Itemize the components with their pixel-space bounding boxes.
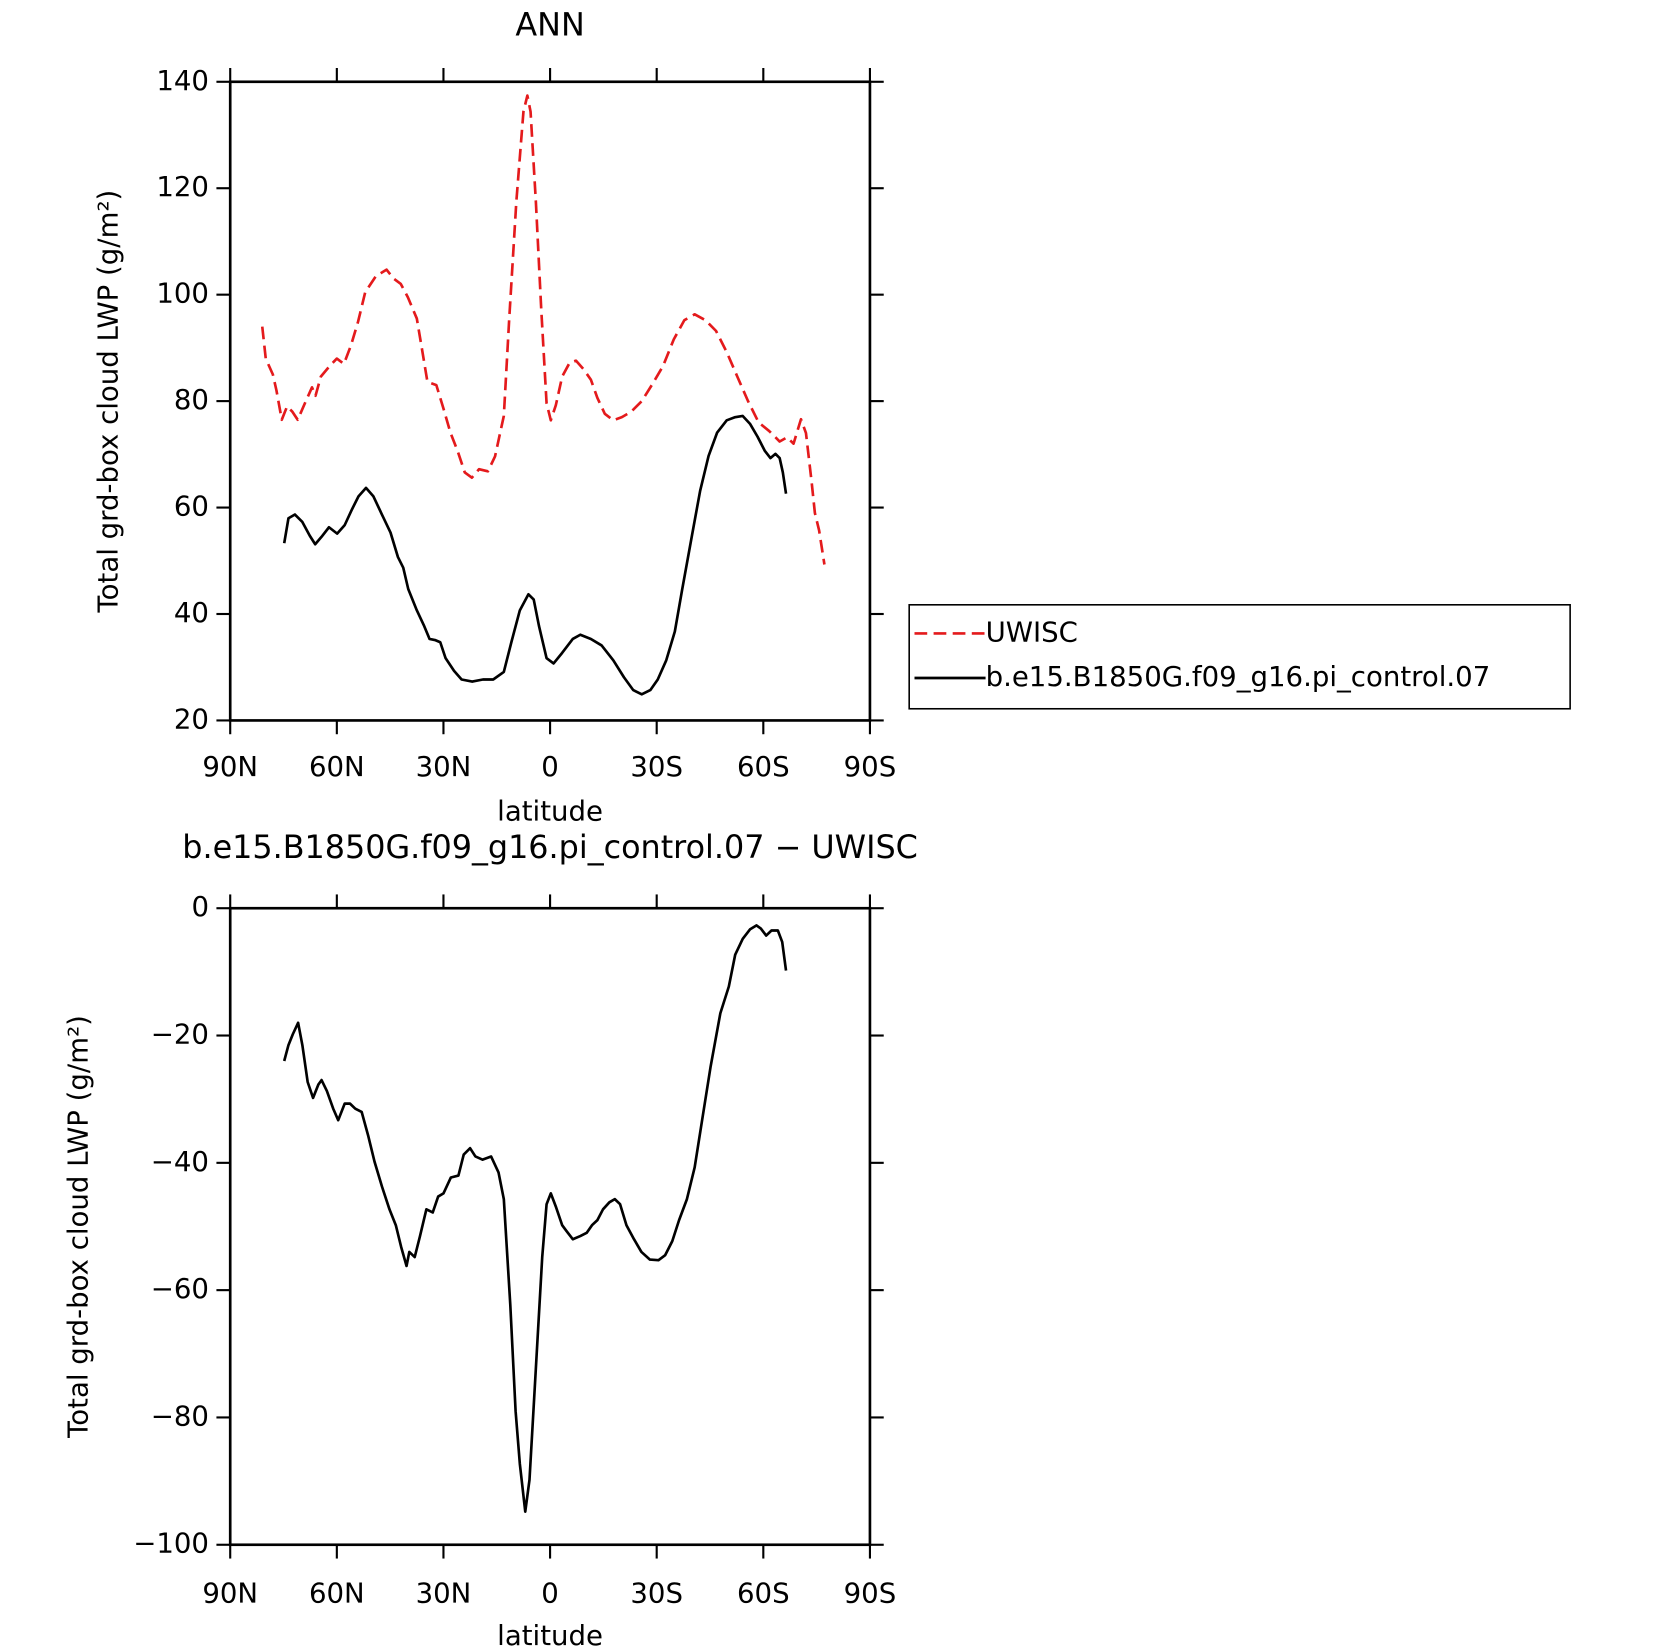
chart-title: ANN: [515, 6, 584, 44]
x-tick-label: 60S: [737, 750, 790, 783]
series-line: [260, 94, 826, 565]
x-axis-label: latitude: [497, 1619, 603, 1652]
y-tick-label: 0: [191, 890, 209, 923]
plot-frame: [228, 80, 872, 722]
x-tick-label: 90S: [844, 1577, 897, 1610]
x-tick-label: 60S: [737, 1577, 790, 1610]
y-tick-label: 100: [156, 277, 209, 310]
chart-title: b.e15.B1850G.f09_g16.pi_control.07 − UWI…: [182, 828, 918, 866]
y-axis-label: Total grd-box cloud LWP (g/m²): [91, 190, 124, 614]
legend-label: b.e15.B1850G.f09_g16.pi_control.07: [986, 660, 1491, 693]
y-tick-label: 140: [156, 64, 209, 97]
y-tick-label: 60: [174, 490, 209, 523]
y-tick-label: −40: [151, 1145, 209, 1178]
x-tick-label: 30N: [416, 750, 472, 783]
y-tick-label: 40: [174, 596, 209, 629]
y-tick-label: −80: [151, 1399, 209, 1432]
series-line: [282, 924, 788, 1513]
legend-box: [908, 604, 1571, 710]
x-tick-label: 60N: [309, 750, 365, 783]
x-tick-label: 30N: [416, 1577, 472, 1610]
y-tick-label: 80: [174, 383, 209, 416]
y-axis-label: Total grd-box cloud LWP (g/m²): [62, 1015, 95, 1439]
x-tick-label: 0: [541, 1577, 559, 1610]
y-tick-label: −100: [133, 1527, 209, 1560]
y-tick-label: −20: [151, 1018, 209, 1051]
y-tick-label: 120: [156, 170, 209, 203]
x-tick-label: 0: [541, 750, 559, 783]
x-tick-label: 90S: [844, 750, 897, 783]
y-tick-label: −60: [151, 1272, 209, 1305]
series-line: [282, 414, 788, 696]
x-tick-label: 30S: [630, 1577, 683, 1610]
x-tick-label: 90N: [202, 1577, 258, 1610]
x-tick-label: 60N: [309, 1577, 365, 1610]
x-axis-label: latitude: [497, 795, 603, 828]
plot-frame: [228, 906, 872, 1547]
legend-label: UWISC: [986, 615, 1078, 648]
x-tick-label: 30S: [630, 750, 683, 783]
x-tick-label: 90N: [202, 750, 258, 783]
y-tick-label: 20: [174, 702, 209, 735]
